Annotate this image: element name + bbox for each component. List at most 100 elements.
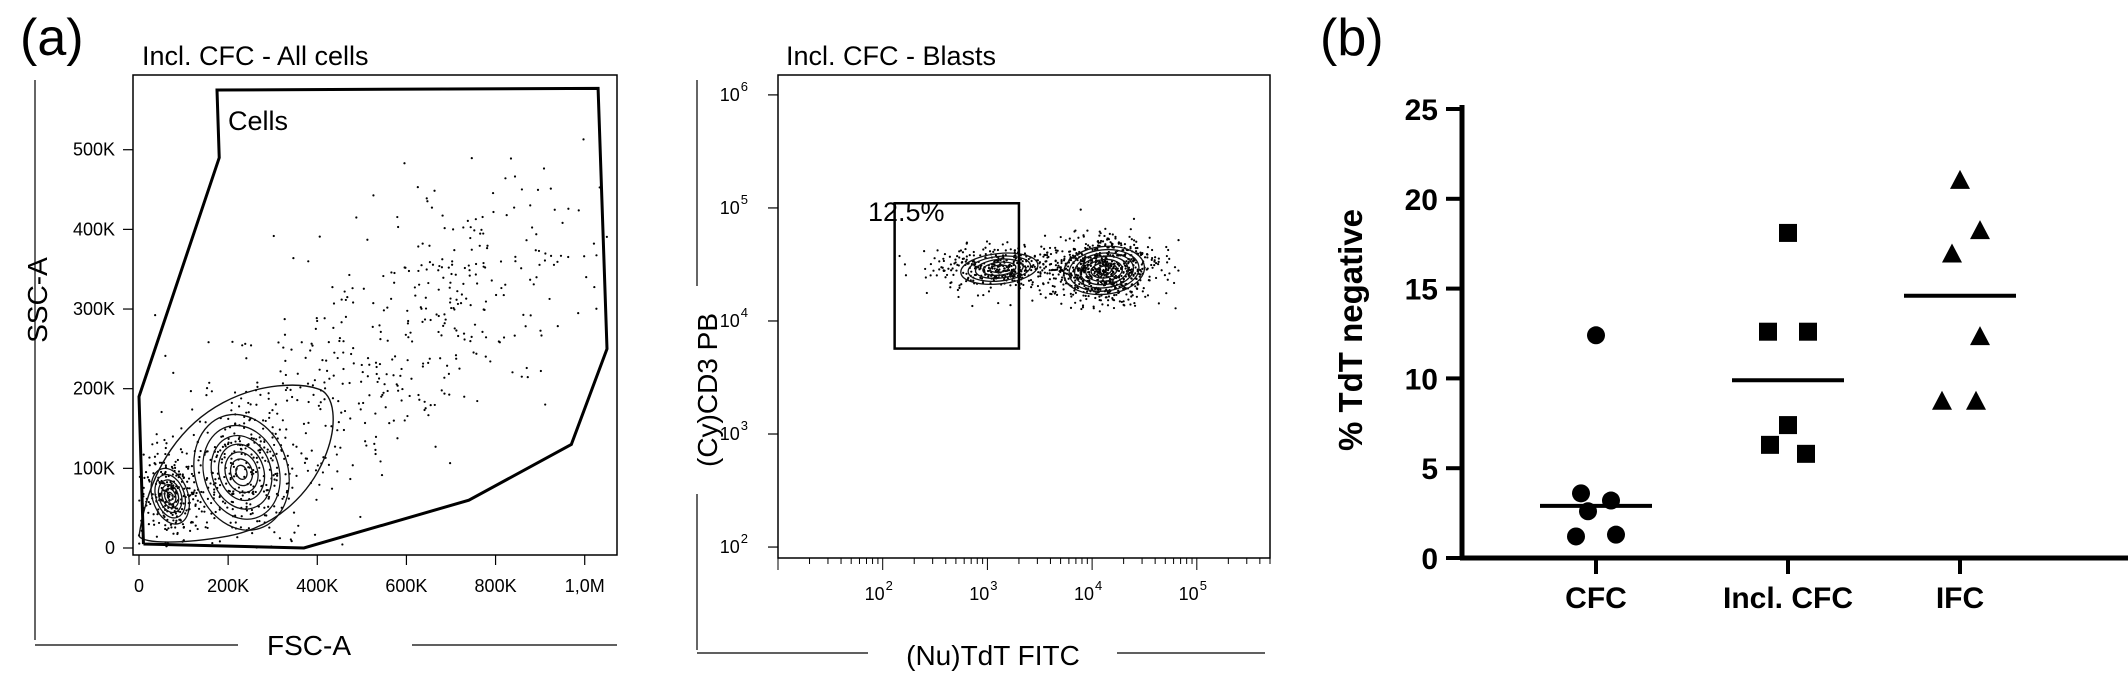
- plot1-event: [396, 437, 399, 440]
- plot1-event: [504, 283, 507, 286]
- plot1-event: [455, 329, 458, 332]
- plot2-event: [954, 258, 957, 261]
- plot1-event: [190, 472, 194, 476]
- plot1-event: [321, 471, 325, 474]
- plot1-event: [448, 393, 451, 396]
- plot2-event: [1006, 277, 1010, 280]
- plot1-events: [137, 138, 608, 549]
- plot1-event: [148, 464, 151, 467]
- plot1-event: [486, 244, 489, 247]
- plot1-event: [198, 420, 202, 423]
- plot1-event: [243, 475, 246, 478]
- plot2-event: [1122, 271, 1125, 274]
- plot1-event: [485, 247, 489, 250]
- plot1-event: [537, 249, 541, 253]
- plot1-event: [171, 435, 175, 438]
- plot1-event: [396, 215, 399, 219]
- plot1-event: [416, 185, 419, 189]
- plot1-event: [255, 403, 258, 406]
- plot2-event: [1129, 303, 1132, 306]
- plot1-y-tick-label: 0: [105, 538, 115, 558]
- plot1-event: [247, 527, 250, 530]
- plot2-event: [1086, 290, 1089, 293]
- plot1-event: [309, 349, 312, 352]
- plot2-x-label: (Nu)TdT FITC: [906, 640, 1080, 671]
- plot1-event: [392, 419, 395, 422]
- plot2-y-tick-exp: 4: [741, 305, 748, 320]
- plot2-y-tick-label: 106: [720, 79, 748, 105]
- plot1-event: [171, 467, 174, 470]
- plot1-event: [348, 381, 351, 385]
- plot2-event: [989, 282, 992, 285]
- plot3-point-square: [1799, 322, 1817, 341]
- plot2-event: [1116, 254, 1119, 257]
- plot2-event: [1064, 239, 1067, 242]
- plot2-event: [965, 280, 968, 283]
- plot1-event: [148, 456, 151, 459]
- plot1-event: [514, 260, 517, 263]
- plot1-event: [157, 521, 161, 525]
- plot1-event: [218, 484, 222, 487]
- plot1-event: [595, 254, 598, 257]
- plot1-event: [532, 283, 535, 286]
- plot1-event: [438, 264, 441, 268]
- plot1-event: [408, 394, 411, 398]
- plot2-event: [1044, 265, 1048, 268]
- plot2-event: [1111, 298, 1114, 301]
- plot1-event: [210, 390, 213, 393]
- plot2-event: [1039, 253, 1042, 256]
- plot2-event: [1110, 272, 1113, 276]
- plot1-event: [156, 441, 159, 444]
- plot2-event: [1093, 248, 1097, 251]
- plot1-event: [359, 408, 362, 411]
- plot2-event: [1172, 281, 1176, 285]
- plot1-event: [219, 449, 222, 452]
- plot2-event: [1111, 270, 1115, 273]
- plot2-contours: [960, 245, 1146, 296]
- plot1-event: [143, 476, 146, 479]
- plot1-event: [218, 540, 221, 543]
- plot2-event: [1069, 292, 1072, 295]
- plot1-event: [158, 461, 162, 464]
- plot1-contour: [166, 491, 174, 501]
- plot1-event: [233, 432, 236, 435]
- plot1-event: [192, 474, 195, 478]
- plot2-event: [1150, 263, 1153, 267]
- plot1-event: [529, 314, 532, 317]
- plot2-event: [1046, 256, 1049, 259]
- plot3-y-tick-label: 10: [1405, 363, 1438, 396]
- plot1-event: [417, 393, 420, 397]
- plot2-event: [1050, 292, 1053, 296]
- plot1-event: [238, 405, 241, 408]
- plot2-event: [1042, 283, 1045, 286]
- plot1-event: [421, 365, 424, 368]
- plot1-event: [147, 478, 151, 482]
- plot1-event: [417, 269, 420, 273]
- plot2-event: [1048, 278, 1051, 281]
- plot2-event: [1099, 288, 1102, 291]
- plot1-event: [285, 482, 288, 485]
- plot2-event: [1124, 267, 1127, 270]
- plot2-event: [1054, 277, 1057, 280]
- plot2-event: [992, 250, 995, 253]
- plot1-event: [390, 271, 393, 274]
- plot1-event: [420, 264, 423, 267]
- plot1-event: [155, 535, 158, 538]
- plot1-event: [378, 324, 381, 327]
- plot2-event: [1039, 271, 1042, 274]
- plot1-event: [194, 524, 197, 527]
- plot2-event: [943, 252, 947, 256]
- plot2-event: [1061, 269, 1064, 272]
- plot1-event: [513, 175, 517, 178]
- plot1-event: [234, 521, 237, 524]
- plot2-contour: [967, 255, 1032, 283]
- plot2-event: [1092, 305, 1095, 308]
- plot2-event: [1106, 304, 1110, 307]
- plot1-event: [290, 395, 294, 399]
- plot1-event: [450, 306, 453, 310]
- plot2-event: [1104, 270, 1107, 274]
- plot1-event: [524, 325, 527, 328]
- plot2-event: [1083, 271, 1086, 274]
- plot1-event: [281, 382, 285, 385]
- plot2-event: [1054, 290, 1057, 294]
